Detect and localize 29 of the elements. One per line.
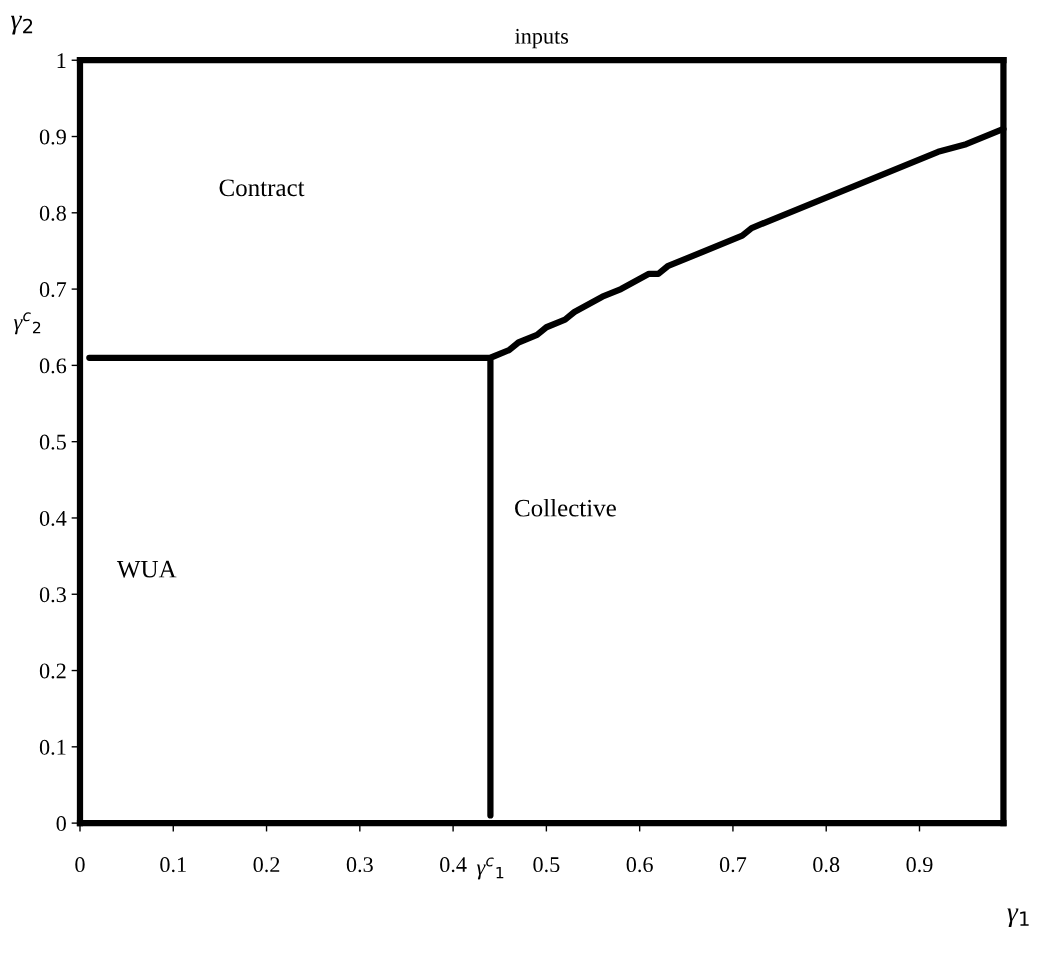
y-tick-label: 0.8 xyxy=(39,205,66,221)
y-tick-label: 0.1 xyxy=(39,739,66,755)
annotation: Contract xyxy=(219,179,305,197)
y-tick-label: 0.7 xyxy=(39,282,67,298)
x-axis-title: γ$_{1}$ xyxy=(1007,908,1029,928)
y-tick-label: 1 xyxy=(57,53,66,68)
y-tick-label: 0.9 xyxy=(39,129,66,145)
text: γ$^{c}$$_{2}$ xyxy=(13,312,41,335)
chart-title: inputs xyxy=(515,28,569,49)
x-tick-label: 0.1 xyxy=(160,857,186,873)
x-tick-label: 0.3 xyxy=(346,857,373,873)
x-tick-label: 0.9 xyxy=(906,857,933,873)
y-tick-label: 0.6 xyxy=(39,358,67,374)
y-tick-label: 0.3 xyxy=(39,587,66,603)
annotation: WUA xyxy=(116,560,177,578)
y-tick-label: 0 xyxy=(56,816,66,832)
annotation: Collective xyxy=(515,499,616,517)
y-tick-label: 0.5 xyxy=(39,434,66,450)
x-tick-label: 0.8 xyxy=(813,857,840,873)
y-tick-label: 0.4 xyxy=(39,510,67,526)
y-tick-label: 0.2 xyxy=(39,663,66,679)
x-tick-label: 0.5 xyxy=(533,857,560,873)
x-tick-label: 0.6 xyxy=(626,857,653,873)
x-tick-label: 0.7 xyxy=(719,857,747,873)
y-axis-title: γ$_{2}$ xyxy=(10,15,33,35)
x-tick-label: 0 xyxy=(75,857,85,873)
x-tick-label: 0.4 xyxy=(440,857,467,873)
x-tick-label: 0.2 xyxy=(253,857,280,873)
text: γ$^{c}$$_{1}$ xyxy=(476,857,504,880)
